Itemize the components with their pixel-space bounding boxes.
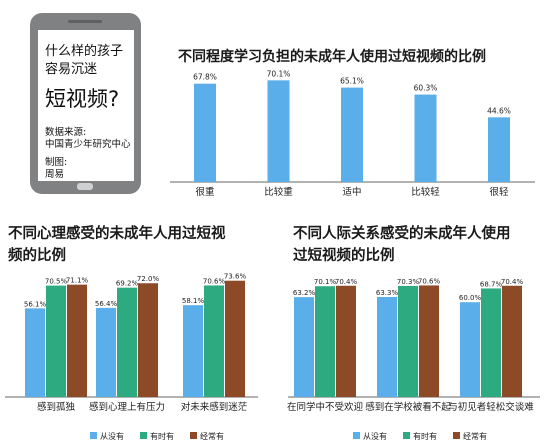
chart2-value-label-3-2: 70.6% [203,277,226,285]
chart3-legend-swatch-2 [403,432,410,439]
maker-label: 制图: [45,157,68,168]
chart3-bar-2-3 [419,285,439,397]
chart2-category-label-2: 感到心理上有压力 [89,401,165,413]
phone-home-button [77,183,93,190]
chart1-value-label-4: 60.3% [414,84,438,93]
chart1-category-label-1: 很重 [195,186,215,198]
chart3-legend-swatch-1 [353,432,360,439]
question-line-2: 容易沉迷 [45,62,98,77]
chart2-legend-label-2: 有时有 [150,431,174,441]
source-label: 数据来源: [45,127,87,138]
chart2-bar-3-1 [183,305,203,397]
chart2-value-label-1-3: 71.1% [66,277,89,285]
chart3-value-label-1-1: 63.2% [293,289,316,297]
chart2-value-label-3-1: 58.1% [182,297,205,305]
chart1-category-label-5: 很轻 [489,186,509,198]
chart3-title-line-2: 过短视频的比例 [293,248,395,264]
chart1-bar-4 [414,94,437,182]
chart3-value-label-3-2: 68.7% [480,280,503,288]
chart2-bar-3-3 [225,280,245,397]
chart2-bar-1-2 [46,285,66,397]
chart3-bar-2-1 [377,296,397,397]
chart2-value-label-2-1: 56.4% [95,300,118,308]
chart1-value-label-5: 44.6% [487,106,511,115]
chart2-value-label-1-1: 56.1% [24,300,47,308]
chart3-legend-label-3: 经常有 [463,431,487,441]
chart3-bar-3-3 [502,285,522,397]
chart3-category-label-3: 与初见者轻松交谈难 [448,401,534,413]
chart3-legend-label-1: 从没有 [363,431,387,441]
chart3-value-label-3-3: 70.4% [501,278,524,286]
chart2-legend-label-1: 从没有 [100,431,124,441]
chart2-category-label-3: 对未来感到迷茫 [181,401,248,413]
source-value: 中国青少年研究中心 [45,139,131,150]
chart2-bar-2-3 [138,283,158,397]
chart3-value-label-2-1: 63.3% [376,289,399,297]
chart3-bar-3-2 [481,288,501,397]
chart1-category-label-2: 比较重 [264,186,293,198]
chart1-value-label-3: 65.1% [340,77,364,86]
chart1-value-label-2: 70.1% [267,69,291,78]
chart2-bar-2-2 [117,287,137,397]
chart3-bar-2-2 [398,285,418,397]
chart1-bar-3 [341,87,363,182]
chart2-value-label-3-3: 73.6% [224,273,247,281]
chart3-value-label-2-3: 70.6% [418,277,441,285]
chart1-category-label-4: 比较轻 [411,186,440,198]
chart3-legend-swatch-3 [453,432,460,439]
chart1-title: 不同程度学习负担的未成年人使用过短视频的比例 [178,49,486,65]
chart2-title-line-2: 频的比例 [8,248,66,264]
chart2-bar-2-1 [96,307,116,397]
chart1-bar-1 [194,83,216,182]
chart1-bar-5 [488,117,510,182]
chart2-bar-1-1 [25,308,45,397]
chart2-legend-swatch-2 [140,432,147,439]
chart2-bar-1-3 [67,284,87,397]
chart2-legend-swatch-3 [190,432,197,439]
chart1-value-label-1: 67.8% [193,73,217,82]
chart3-bar-1-1 [294,297,314,397]
chart3-value-label-3-1: 60.0% [459,294,482,302]
chart2-value-label-1-2: 70.5% [45,278,68,286]
chart2-bar-3-2 [204,285,224,397]
chart2-title-line-1: 不同心理感受的未成年人用过短视 [8,226,226,242]
chart3-value-label-1-3: 70.4% [335,278,358,286]
phone-speaker [68,20,102,23]
question-big: 短视频? [45,87,120,111]
question-line-1: 什么样的孩子 [45,44,124,59]
chart3-value-label-2-2: 70.3% [397,278,420,286]
chart3-category-label-1: 在同学中不受欢迎 [287,401,364,413]
chart3-category-label-2: 感到在学校被看不起 [365,401,451,413]
chart1-category-label-3: 适中 [342,186,361,198]
chart3-legend-label-2: 有时有 [413,431,437,441]
chart2-legend-swatch-1 [90,432,97,439]
chart3-bar-1-3 [336,285,356,397]
chart3-bar-3-1 [460,302,480,397]
chart2-value-label-2-2: 69.2% [116,280,139,288]
maker-value: 周易 [45,169,65,180]
chart2-category-label-1: 感到孤独 [37,401,76,413]
chart3-title-line-1: 不同人际关系感受的未成年人使用 [293,226,511,242]
phone-screen [38,30,134,181]
chart2-value-label-2-3: 72.0% [137,275,160,283]
chart3-bar-1-2 [315,286,335,397]
chart3-value-label-1-2: 70.1% [314,278,337,286]
chart1-bar-2 [267,80,290,182]
chart2-legend-label-3: 经常有 [200,431,224,441]
